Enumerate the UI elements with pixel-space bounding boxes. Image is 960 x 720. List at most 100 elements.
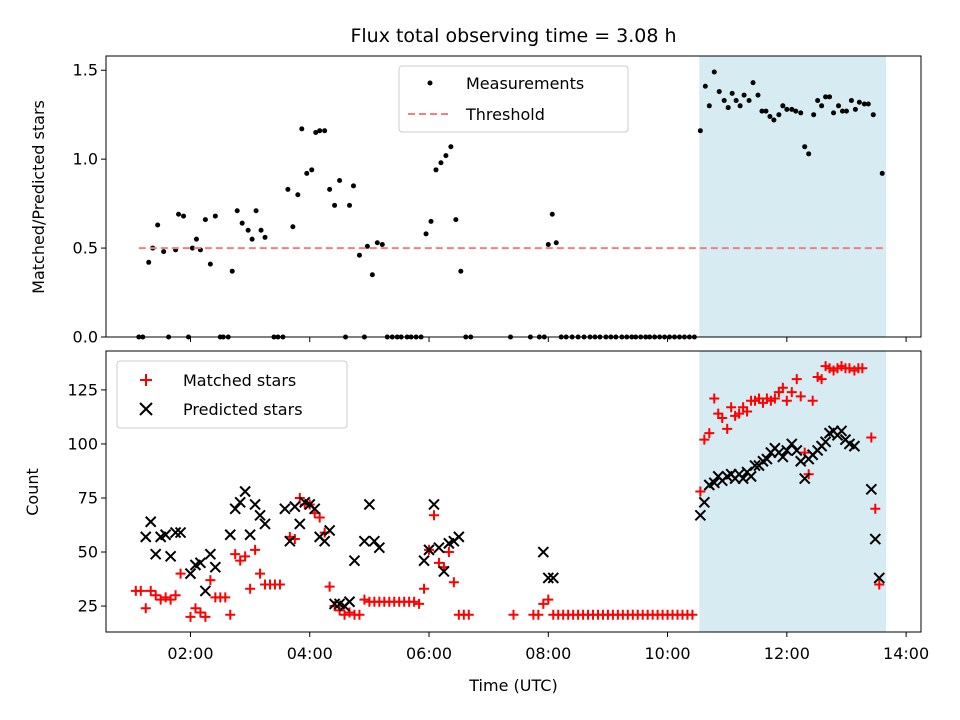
matched-stars-point bbox=[777, 382, 788, 393]
y-tick-label: 1.5 bbox=[73, 61, 98, 80]
measurement-point bbox=[861, 101, 867, 107]
measurement-point bbox=[290, 224, 296, 230]
measurement-point bbox=[239, 220, 245, 226]
predicted-stars-point bbox=[781, 444, 793, 457]
predicted-stars-point bbox=[318, 535, 331, 547]
measurement-point bbox=[780, 103, 786, 109]
predicted-stars-point bbox=[786, 438, 798, 450]
predicted-stars-point bbox=[869, 533, 881, 545]
measurement-point bbox=[253, 208, 259, 214]
measurement-point bbox=[234, 208, 240, 214]
measurement-point bbox=[746, 97, 752, 103]
measurement-point bbox=[423, 231, 429, 237]
predicted-stars-point bbox=[294, 518, 306, 530]
predicted-stars-point bbox=[159, 529, 172, 541]
measurement-point bbox=[433, 167, 439, 173]
matched-stars-point bbox=[220, 592, 231, 603]
measurement-point bbox=[249, 236, 255, 242]
matched-stars-point bbox=[709, 393, 720, 404]
measurement-point bbox=[823, 94, 829, 100]
predicted-stars-point bbox=[708, 477, 720, 489]
matched-stars-point bbox=[699, 434, 710, 445]
measurement-point bbox=[229, 268, 235, 274]
predicted-stars-point bbox=[848, 440, 861, 452]
predicted-stars-point bbox=[537, 546, 550, 558]
measurement-point bbox=[831, 110, 837, 116]
matched-stars-point bbox=[170, 590, 181, 601]
measurement-point bbox=[741, 92, 747, 98]
measurement-point bbox=[317, 128, 323, 134]
matched-stars-point bbox=[274, 579, 285, 590]
predicted-stars-point bbox=[358, 535, 371, 547]
measurement-point bbox=[815, 97, 821, 103]
matched-stars-point bbox=[687, 609, 698, 620]
measurement-point bbox=[176, 211, 182, 217]
count-legend-box bbox=[116, 360, 348, 429]
predicted-stars-point bbox=[140, 531, 152, 543]
y-tick-label: 0.0 bbox=[73, 328, 98, 347]
measurement-point bbox=[737, 103, 743, 109]
measurement-point bbox=[161, 249, 167, 255]
count-x-ticks: 02:00 04:00 06:00 08:00 10:00 12:00 14:00 bbox=[167, 632, 929, 663]
predicted-stars-point bbox=[244, 529, 256, 541]
measurement-point bbox=[369, 272, 375, 278]
predicted-stars-point bbox=[254, 509, 266, 521]
measurement-point bbox=[827, 94, 833, 100]
x-tick-label: 08:00 bbox=[525, 644, 571, 663]
predicted-stars-point bbox=[309, 503, 321, 515]
predicted-stars-point bbox=[348, 554, 361, 567]
measurement-point bbox=[309, 167, 315, 173]
predicted-stars-point bbox=[694, 509, 707, 521]
measurement-point bbox=[549, 211, 555, 217]
matched-stars-point bbox=[205, 575, 216, 586]
matched-stars-point bbox=[816, 374, 827, 385]
measurement-point bbox=[332, 202, 338, 208]
matched-stars-point bbox=[135, 585, 146, 596]
predicted-stars-point bbox=[438, 565, 450, 578]
predicted-stars-point bbox=[174, 526, 187, 539]
matched-stars-point bbox=[781, 395, 792, 406]
measurement-point bbox=[262, 234, 268, 240]
predicted-stars-point bbox=[194, 557, 207, 569]
predicted-stars-point bbox=[184, 567, 197, 580]
matched-stars-point bbox=[414, 598, 425, 609]
predicted-stars-point bbox=[284, 535, 296, 547]
predicted-stars-point bbox=[791, 444, 803, 457]
matched-stars-point bbox=[339, 609, 350, 620]
matched-stars-point bbox=[359, 594, 370, 605]
matched-stars-point bbox=[722, 423, 733, 434]
predicted-stars-point bbox=[873, 572, 885, 584]
measurement-point bbox=[733, 97, 739, 103]
ratio-legend-box bbox=[398, 65, 629, 133]
count-y-ticks: 25 50 75 100 125 bbox=[67, 380, 106, 616]
measurement-point bbox=[771, 117, 777, 123]
matched-stars-point bbox=[428, 510, 439, 521]
measurement-point bbox=[364, 243, 370, 249]
matched-stars-point bbox=[250, 544, 261, 555]
x-tick-label: 02:00 bbox=[167, 644, 213, 663]
x-tick-label: 12:00 bbox=[764, 644, 810, 663]
matched-stars-point bbox=[140, 603, 151, 614]
measurement-point bbox=[839, 108, 845, 114]
predicted-stars-point bbox=[259, 518, 271, 530]
predicted-stars-point bbox=[428, 498, 440, 511]
measurement-point bbox=[193, 236, 199, 242]
measurement-point bbox=[337, 177, 343, 183]
predicted-stars-point bbox=[737, 472, 749, 485]
predicted-stars-point bbox=[418, 554, 430, 567]
predicted-stars-point bbox=[799, 472, 811, 485]
predicted-stars-point bbox=[149, 548, 162, 560]
matched-stars-point bbox=[354, 609, 365, 620]
matched-stars-point bbox=[185, 611, 196, 622]
y-tick-label: 75 bbox=[78, 488, 98, 507]
measurement-point bbox=[146, 259, 152, 265]
measurement-point bbox=[793, 108, 799, 114]
legend-matched-marker bbox=[140, 374, 152, 386]
predicted-stars-point bbox=[145, 516, 157, 528]
predicted-stars-point bbox=[289, 500, 301, 513]
measurement-point bbox=[721, 97, 727, 103]
measurement-point bbox=[245, 227, 251, 233]
measurement-point bbox=[776, 112, 782, 118]
measurement-point bbox=[729, 90, 735, 96]
